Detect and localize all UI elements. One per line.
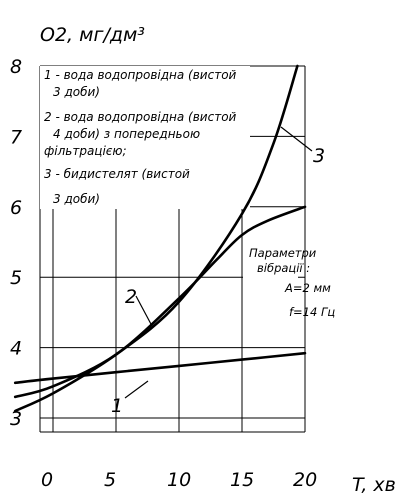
- legend-item-1-line-2: 3 доби): [53, 85, 100, 99]
- y-tick-label-8: 8: [10, 56, 22, 78]
- series-group: [13, 64, 307, 413]
- y-tick-label-7: 7: [10, 126, 22, 148]
- vibration-annotation: Параметри вібрації : A=2 мм f=14 Гц: [249, 246, 335, 319]
- legend-item-2-line-3: фільтрацією;: [44, 144, 127, 158]
- annotation-amplitude: A=2 мм: [284, 281, 331, 295]
- y-tick-label-6: 6: [10, 197, 22, 219]
- legend-item-2-line-1: 2 - вода водопровідна (вистой: [44, 110, 237, 124]
- legend-item-1-line-1: 1 - вода водопровідна (вистой: [44, 68, 237, 82]
- series-line-1: [13, 351, 307, 385]
- x-tick-labels: 0 5 10 15 20: [41, 469, 317, 491]
- x-axis-title: T, хв: [352, 474, 396, 496]
- series-line-3: [13, 64, 299, 413]
- y-axis-title: O2, мг/дм³: [40, 24, 145, 46]
- y-tick-labels: 3 4 5 6 7 8: [10, 56, 22, 430]
- legend: 1 - вода водопровідна (вистой 3 доби) 2 …: [44, 68, 237, 206]
- legend-item-3-line-1: 3 - бидистелят (вистой: [44, 167, 190, 181]
- y-tick-label-3: 3: [10, 408, 22, 430]
- curve-label-1: 1: [111, 395, 123, 417]
- legend-item-2-line-2: 4 доби) з попередньою: [53, 127, 200, 141]
- x-tick-label-15: 15: [230, 469, 254, 491]
- x-tick-label-10: 10: [167, 469, 191, 491]
- annotation-background: [243, 238, 298, 296]
- label-leader-1: [124, 380, 149, 399]
- curve-label-2: 2: [125, 286, 137, 308]
- x-tick-label-5: 5: [104, 469, 116, 491]
- x-tick-label-20: 20: [293, 469, 317, 491]
- annotation-title-2: вібрації :: [257, 261, 310, 275]
- legend-background: [40, 66, 250, 209]
- y-tick-label-5: 5: [10, 267, 22, 289]
- label-leader-2: [135, 295, 153, 327]
- y-tick-label-4: 4: [10, 338, 22, 360]
- legend-item-3-line-2: 3 доби): [53, 192, 100, 206]
- curve-label-3: 3: [313, 145, 325, 167]
- label-leader-3: [280, 126, 313, 152]
- x-tick-label-0: 0: [41, 469, 53, 491]
- annotation-title-1: Параметри: [249, 246, 317, 260]
- annotation-frequency: f=14 Гц: [289, 305, 335, 319]
